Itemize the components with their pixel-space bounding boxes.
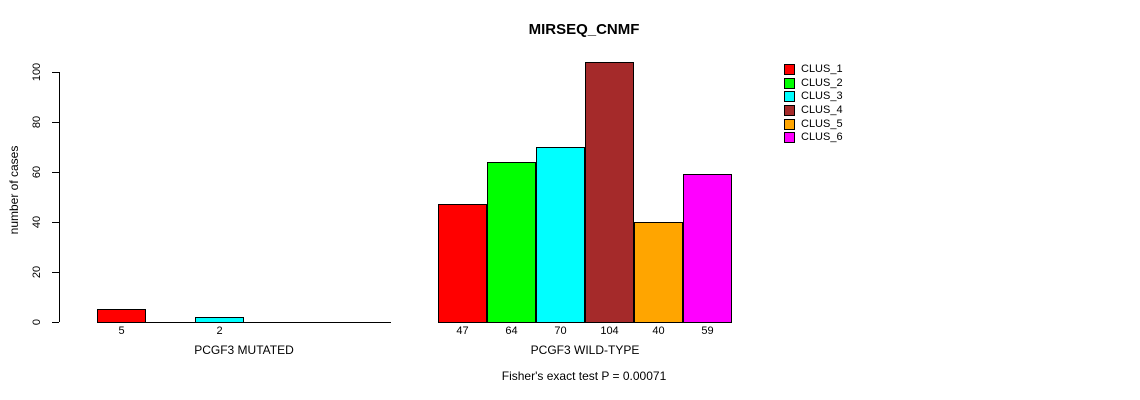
group-label: PCGF3 MUTATED bbox=[194, 343, 294, 357]
y-tick bbox=[52, 322, 59, 323]
y-tick-label: 40 bbox=[31, 215, 43, 229]
legend-item: CLUS_1 bbox=[784, 63, 843, 77]
bar-clus_5 bbox=[634, 222, 683, 323]
y-tick bbox=[52, 222, 59, 223]
y-tick bbox=[52, 172, 59, 173]
legend-swatch bbox=[784, 64, 795, 76]
legend-item-label: CLUS_6 bbox=[801, 131, 843, 144]
legend-item: CLUS_4 bbox=[784, 104, 843, 118]
bar-value-label: 104 bbox=[600, 325, 619, 337]
y-tick-label: 0 bbox=[31, 318, 43, 326]
legend-swatch bbox=[784, 132, 795, 144]
legend-item-label: CLUS_3 bbox=[801, 90, 843, 103]
bar-value-label: 47 bbox=[456, 325, 469, 337]
y-tick-label: 20 bbox=[31, 265, 43, 279]
bar-value-label: 70 bbox=[554, 325, 567, 337]
legend-item-label: CLUS_2 bbox=[801, 76, 843, 89]
bar-clus_2 bbox=[487, 162, 536, 323]
y-tick bbox=[52, 72, 59, 73]
legend-swatch bbox=[784, 77, 795, 89]
bar-clus_1 bbox=[438, 204, 487, 323]
y-tick-label: 80 bbox=[31, 115, 43, 129]
legend-item: CLUS_2 bbox=[784, 77, 843, 91]
y-axis-line bbox=[59, 72, 60, 322]
bar-value-label: 2 bbox=[216, 325, 223, 337]
y-tick bbox=[52, 122, 59, 123]
bar-value-label: 40 bbox=[652, 325, 665, 337]
bar-clus_6 bbox=[683, 174, 732, 323]
bar-value-label: 5 bbox=[118, 325, 125, 337]
legend-item: CLUS_3 bbox=[784, 90, 843, 104]
legend-item-label: CLUS_1 bbox=[801, 63, 843, 76]
bar-clus_3 bbox=[536, 147, 585, 323]
legend-swatch bbox=[784, 91, 795, 103]
bar-clus_4 bbox=[585, 62, 634, 323]
legend-item-label: CLUS_4 bbox=[801, 104, 843, 117]
legend-swatch bbox=[784, 118, 795, 130]
bar-value-label: 64 bbox=[505, 325, 518, 337]
bar-value-label: 59 bbox=[701, 325, 714, 337]
bar-clus_3 bbox=[195, 317, 244, 323]
bar-clus_1 bbox=[97, 309, 146, 323]
fisher-test-annotation: Fisher's exact test P = 0.00071 bbox=[501, 369, 667, 383]
legend-item-label: CLUS_5 bbox=[801, 117, 843, 130]
chart-title: MIRSEQ_CNMF bbox=[528, 21, 640, 38]
y-tick-label: 100 bbox=[31, 62, 43, 82]
legend: CLUS_1 CLUS_2 CLUS_3 CLUS_4 CLUS_5 CLUS_6 bbox=[784, 63, 843, 145]
x-axis-line bbox=[97, 322, 391, 323]
group-label: PCGF3 WILD-TYPE bbox=[530, 343, 640, 357]
y-tick bbox=[52, 272, 59, 273]
legend-item: CLUS_6 bbox=[784, 131, 843, 145]
y-axis-label: number of cases bbox=[7, 145, 21, 235]
legend-swatch bbox=[784, 105, 795, 117]
y-tick-label: 60 bbox=[31, 165, 43, 179]
legend-item: CLUS_5 bbox=[784, 117, 843, 131]
